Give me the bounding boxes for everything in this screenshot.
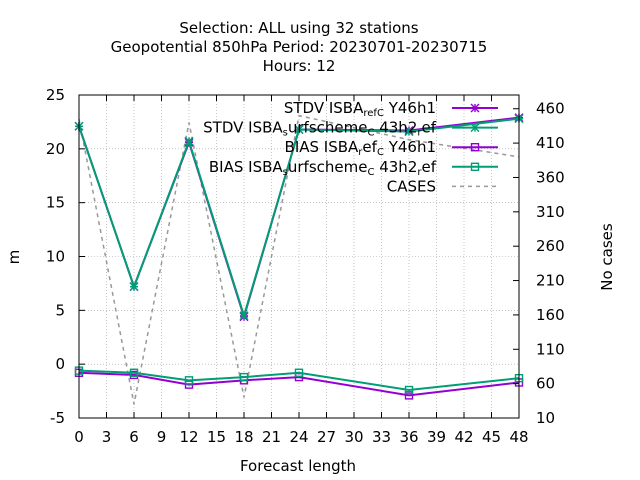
y-tick-label: 10 bbox=[46, 248, 65, 266]
y2-tick-label: 460 bbox=[536, 100, 565, 118]
legend-entry: STDV ISBAsurfschemeC 43h2ref bbox=[203, 119, 498, 139]
legend-label: BIAS ISBArefC Y46h1 bbox=[285, 138, 436, 158]
x-tick-label: 36 bbox=[399, 428, 418, 446]
x-tick-label: 18 bbox=[234, 428, 253, 446]
legend-entry: CASES bbox=[387, 177, 498, 195]
legend-marker bbox=[470, 162, 480, 172]
series-line bbox=[78, 114, 520, 405]
y2-tick-label: 160 bbox=[536, 306, 565, 324]
y2-tick-label: 360 bbox=[536, 168, 565, 186]
x-tick-label: 30 bbox=[344, 428, 363, 446]
y-tick-label: 25 bbox=[46, 86, 65, 104]
data-point bbox=[184, 376, 194, 385]
data-point bbox=[404, 385, 414, 395]
x-tick-label: 48 bbox=[509, 428, 528, 446]
x-tick-label: 9 bbox=[157, 428, 167, 446]
y2-tick-label: 60 bbox=[536, 375, 555, 393]
x-tick-label: 24 bbox=[289, 428, 308, 446]
legend-label: CASES bbox=[387, 177, 436, 195]
axis-ticks: 0 3 6 9 12 15 18 21 24 27 30 33 36 39 42 45 48-505101520… bbox=[46, 86, 565, 446]
x-axis-label: Forecast length bbox=[240, 457, 356, 475]
data-point bbox=[294, 124, 304, 134]
data-point bbox=[404, 127, 414, 137]
title-line: Geopotential 850hPa Period: 20230701-202… bbox=[111, 38, 488, 56]
y-tick-label: 15 bbox=[46, 194, 65, 212]
y2-tick-label: 410 bbox=[536, 134, 565, 152]
x-tick-label: 45 bbox=[482, 428, 501, 446]
data-point bbox=[239, 372, 249, 382]
legend-marker bbox=[470, 123, 480, 133]
y-tick-label: 20 bbox=[46, 140, 65, 158]
legend-marker bbox=[470, 142, 480, 152]
x-tick-label: 0 bbox=[74, 428, 84, 446]
legend-label: BIAS ISBAsurfschemeC 43h2ref bbox=[209, 158, 437, 178]
data-point bbox=[239, 311, 249, 321]
series-5 bbox=[78, 114, 520, 405]
legend-entry: BIAS ISBAsurfschemeC 43h2ref bbox=[209, 158, 498, 178]
series-line bbox=[78, 369, 520, 392]
data-point bbox=[294, 368, 304, 377]
y2-tick-label: 210 bbox=[536, 272, 565, 290]
x-tick-label: 12 bbox=[179, 428, 198, 446]
x-tick-label: 3 bbox=[102, 428, 112, 446]
y-tick-label: 0 bbox=[55, 355, 65, 373]
y-axis-label: m bbox=[5, 250, 23, 265]
y2-tick-label: 110 bbox=[536, 340, 565, 358]
data-point bbox=[404, 391, 414, 400]
legend-entry: BIAS ISBArefC Y46h1 bbox=[285, 138, 498, 158]
legend-entry: STDV ISBArefC Y46h1 bbox=[284, 99, 498, 119]
title-line: Selection: ALL using 32 stations bbox=[179, 19, 418, 37]
y2-axis-label: No cases bbox=[598, 223, 616, 291]
chart-title: Selection: ALL using 32 stationsGeopoten… bbox=[111, 19, 488, 75]
y2-tick-label: 10 bbox=[536, 409, 555, 427]
y2-tick-label: 310 bbox=[536, 203, 565, 221]
x-tick-label: 27 bbox=[317, 428, 336, 446]
x-tick-label: 42 bbox=[454, 428, 473, 446]
data-point bbox=[184, 136, 194, 146]
y2-tick-label: 260 bbox=[536, 237, 565, 255]
grid bbox=[79, 95, 519, 418]
x-tick-label: 33 bbox=[372, 428, 391, 446]
x-tick-label: 39 bbox=[427, 428, 446, 446]
data-point bbox=[129, 282, 139, 292]
x-tick-label: 21 bbox=[262, 428, 281, 446]
title-line: Hours: 12 bbox=[263, 57, 336, 75]
x-tick-label: 6 bbox=[129, 428, 139, 446]
legend-label: STDV ISBArefC Y46h1 bbox=[284, 99, 436, 119]
legend-marker bbox=[470, 103, 480, 113]
legend-label: STDV ISBAsurfschemeC 43h2ref bbox=[203, 119, 437, 139]
y-tick-label: 5 bbox=[55, 301, 65, 319]
x-tick-label: 15 bbox=[207, 428, 226, 446]
y-tick-label: -5 bbox=[50, 409, 65, 427]
data-point bbox=[129, 368, 139, 377]
